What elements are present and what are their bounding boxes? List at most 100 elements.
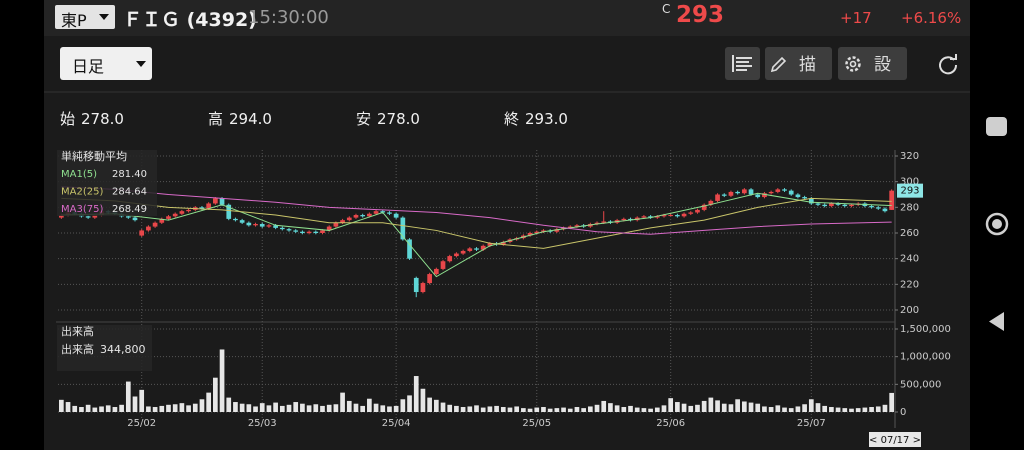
- y-tick-label: 300: [900, 177, 919, 188]
- candle-body: [340, 220, 345, 223]
- candle-body: [179, 211, 185, 214]
- candle-body: [567, 226, 573, 228]
- volume-bar: [179, 403, 185, 412]
- nav-home[interactable]: [985, 212, 1009, 236]
- volume-tick-label: 1,500,000: [900, 324, 951, 335]
- volume-bar: [293, 402, 299, 412]
- candle-body: [708, 200, 714, 205]
- volume-legend-value: 344,800: [100, 343, 146, 356]
- volume-bar: [741, 401, 747, 412]
- volume-bar: [373, 403, 379, 412]
- y-tick-label: 240: [900, 254, 919, 265]
- volume-bar: [125, 381, 131, 412]
- candle-body: [574, 225, 580, 227]
- stock-name: ＦＩＧ (4392): [123, 9, 257, 31]
- volume-bar: [829, 407, 834, 412]
- candle-body: [842, 204, 848, 207]
- volume-bar: [594, 404, 600, 412]
- volume-bar: [393, 405, 399, 412]
- x-tick-label: 25/04: [382, 418, 411, 429]
- candle-body: [802, 197, 807, 199]
- volume-bar: [380, 405, 386, 412]
- legend-label: MA2(25): [61, 187, 103, 198]
- volume-bar: [219, 349, 225, 412]
- indicator-button[interactable]: [725, 47, 760, 80]
- volume-bar: [259, 403, 265, 412]
- draw-button[interactable]: 描画: [765, 47, 832, 80]
- volume-bar: [815, 403, 821, 412]
- period: 日足: [72, 57, 105, 76]
- volume-bar: [286, 404, 292, 412]
- volume-bar: [708, 397, 714, 412]
- volume-bar: [387, 406, 392, 412]
- volume-bar: [320, 405, 325, 412]
- candle-body: [206, 203, 212, 209]
- volume-bar: [85, 404, 91, 412]
- ohlc-value: 293.0: [525, 110, 568, 128]
- nav-back[interactable]: [989, 312, 1004, 331]
- ohlc-value: 294.0: [229, 110, 272, 128]
- market-select[interactable]: 東P: [55, 5, 115, 30]
- volume-bar: [313, 404, 319, 412]
- volume-bar: [755, 403, 761, 412]
- x-tick-label: 25/06: [656, 418, 685, 429]
- candle-body: [500, 241, 506, 245]
- candle-body: [661, 215, 667, 217]
- volume-bar: [628, 405, 633, 412]
- price-flag: C: [662, 2, 671, 16]
- candle-body: [440, 261, 446, 269]
- nav-recent[interactable]: [986, 117, 1007, 136]
- volume-bar: [360, 405, 366, 412]
- volume-title: 出来高: [61, 324, 94, 338]
- candle-body: [360, 215, 366, 217]
- candle-body: [427, 274, 432, 284]
- candle-body: [353, 215, 359, 218]
- ohlc-value: 278.0: [81, 110, 124, 128]
- ohlc-value: 278.0: [377, 110, 420, 128]
- volume-bar: [681, 403, 687, 412]
- ohlc-label: 高: [208, 110, 224, 128]
- volume-bar: [514, 406, 520, 412]
- volume-bar: [132, 396, 138, 412]
- volume-bar: [688, 405, 694, 412]
- plot-area: 25/02 25/03 25/04 25/05 25/06 25/07 200 220 240 2…: [58, 150, 951, 429]
- legend-value: 268.49: [112, 204, 147, 215]
- volume-bar: [447, 404, 453, 412]
- candle-body: [849, 204, 854, 207]
- volume-bar: [768, 407, 774, 412]
- volume-bar: [608, 403, 613, 412]
- ohlc-label: 終: [504, 110, 520, 128]
- settings-button[interactable]: 設定: [838, 47, 907, 80]
- volume-bar: [413, 376, 419, 412]
- volume-bar: [306, 405, 312, 412]
- candle-body: [688, 212, 694, 214]
- candle-body: [346, 217, 352, 221]
- candle-body: [641, 216, 647, 218]
- candle-body: [889, 190, 894, 210]
- candle-body: [172, 213, 178, 217]
- candle-body: [875, 207, 881, 209]
- refresh-button[interactable]: [936, 52, 960, 76]
- x-tick-label: 25/05: [522, 418, 551, 429]
- price-badge-label: 293: [900, 186, 919, 197]
- volume-bar: [835, 407, 841, 412]
- candle-body: [125, 216, 131, 218]
- market: 東P: [61, 11, 87, 30]
- volume-bar: [695, 404, 700, 412]
- candle-body: [681, 213, 687, 217]
- candle-body: [300, 231, 305, 233]
- volume-bar: [541, 407, 546, 412]
- period-select[interactable]: 日足: [60, 47, 152, 80]
- volume-bar: [92, 407, 98, 412]
- candle-body: [454, 253, 459, 257]
- volume-bar: [166, 404, 171, 412]
- candle-body: [474, 248, 479, 250]
- candle-body: [882, 208, 888, 212]
- candle-body: [467, 248, 473, 251]
- ohlc-item: 高 294.0: [208, 108, 272, 129]
- pencil-icon: [770, 56, 787, 73]
- candle-body: [413, 277, 419, 293]
- volume-bar: [882, 404, 888, 412]
- volume-bar: [253, 406, 258, 412]
